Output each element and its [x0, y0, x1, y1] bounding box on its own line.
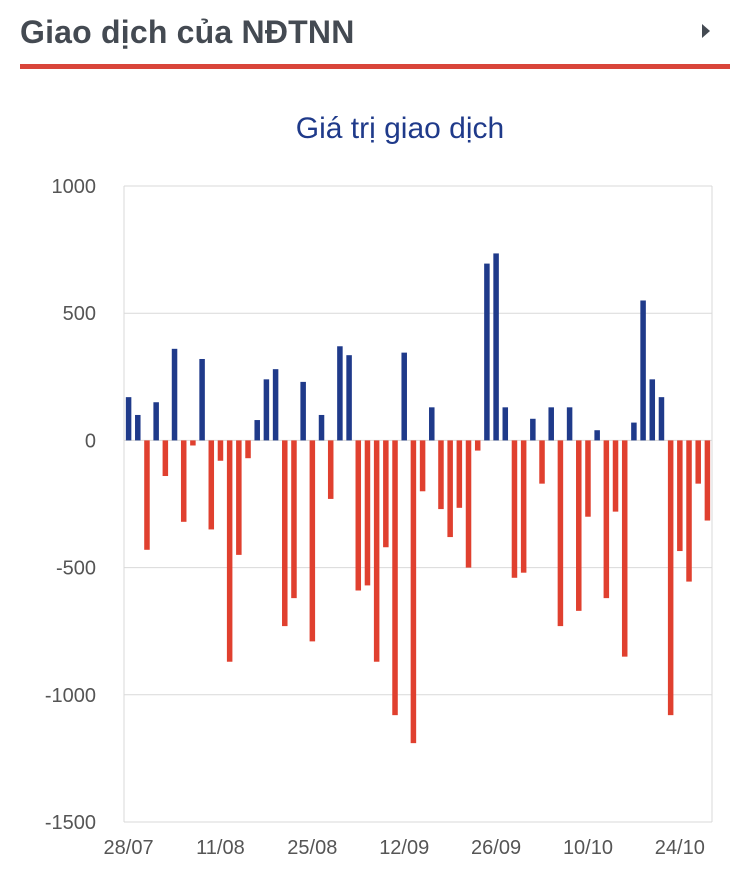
bar [300, 381, 306, 441]
x-tick-label: 24/10 [655, 837, 705, 859]
chart-title: Giá trị giao dịch [296, 112, 504, 145]
bar [576, 440, 582, 611]
bar [704, 440, 711, 521]
bar [612, 440, 619, 512]
bar [272, 369, 279, 441]
bar [125, 397, 132, 441]
x-tick-label: 11/08 [196, 837, 245, 859]
bar [392, 440, 398, 716]
x-tick-label: 12/09 [379, 837, 429, 859]
bar [465, 440, 472, 568]
bar [429, 407, 435, 441]
bar [447, 440, 453, 538]
bar [520, 440, 527, 573]
bar [511, 440, 518, 578]
bar [585, 440, 591, 517]
bar [180, 440, 187, 522]
bar [493, 253, 499, 441]
bar [640, 300, 646, 441]
bar [677, 440, 683, 552]
bar [226, 440, 233, 662]
bar [373, 440, 380, 662]
bar [456, 440, 463, 508]
bar [530, 418, 536, 441]
bar [190, 440, 196, 446]
chevron-right-icon[interactable] [702, 24, 710, 38]
y-tick-label: 500 [63, 303, 96, 325]
bar [217, 440, 224, 461]
bar [603, 440, 610, 599]
x-tick-labels: 28/07 11/08 25/08 12/09 26/09 10/10 24/10 [104, 837, 705, 859]
bar [162, 440, 169, 477]
bar [484, 263, 490, 441]
bar [236, 440, 242, 555]
bar [667, 440, 674, 716]
bar [346, 355, 352, 441]
bar-chart: Giá trị giao dịch 1000 500 0 -500 -1000 -1500… [45, 112, 713, 859]
section-title: Giao dịch của NĐTNN [20, 14, 355, 50]
x-tick-label: 10/10 [563, 837, 613, 859]
bars [125, 253, 711, 744]
y-tick-label: 0 [85, 430, 96, 452]
y-tick-label: -500 [56, 558, 96, 580]
bar [208, 440, 215, 530]
bar [621, 440, 628, 657]
bar [282, 440, 288, 627]
bar [548, 407, 554, 441]
bar [438, 440, 444, 510]
bar [254, 420, 260, 441]
bar [594, 430, 600, 441]
bar [263, 379, 270, 441]
bar [539, 440, 545, 484]
x-tick-label: 28/07 [104, 837, 154, 859]
bar [631, 422, 637, 441]
bar [309, 440, 316, 642]
bar [171, 348, 178, 441]
bar [658, 397, 665, 441]
bar [135, 414, 141, 441]
chart-container: Giá trị giao dịch 1000 500 0 -500 -1000 -1500… [0, 90, 750, 882]
y-tick-label: -1500 [45, 812, 96, 834]
bar [327, 440, 334, 499]
section-header: Giao dịch của NĐTNN [20, 0, 730, 70]
bar [410, 440, 417, 744]
x-tick-label: 25/08 [287, 837, 337, 859]
bar [566, 407, 573, 441]
bar [686, 440, 692, 582]
x-tick-label: 26/09 [471, 837, 521, 859]
bar [474, 440, 481, 451]
y-tick-label: 1000 [52, 176, 97, 198]
header-divider [20, 64, 730, 69]
bar [318, 414, 325, 441]
bar [355, 440, 362, 591]
y-tick-label: -1000 [45, 685, 96, 707]
bar [383, 440, 389, 548]
bar [419, 440, 426, 492]
bar [245, 440, 251, 459]
axis [123, 186, 713, 822]
bar [502, 407, 509, 441]
bar [649, 379, 656, 441]
bar [695, 440, 701, 484]
bar [364, 440, 371, 586]
bar [401, 352, 407, 441]
bar [557, 440, 564, 627]
bar [153, 402, 159, 441]
bar [144, 440, 150, 550]
y-tick-labels: 1000 500 0 -500 -1000 -1500 [45, 176, 96, 834]
bar [337, 346, 343, 441]
bar [199, 358, 205, 441]
bar [291, 440, 297, 599]
